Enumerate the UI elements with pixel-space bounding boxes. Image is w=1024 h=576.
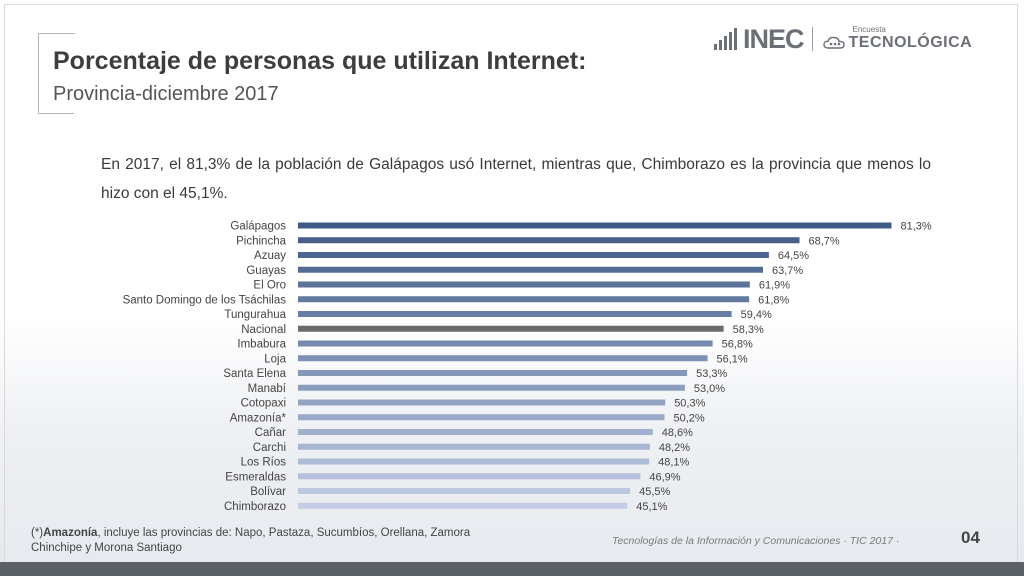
- bar: [298, 458, 650, 465]
- bar: [298, 429, 653, 435]
- category-label: Santa Elena: [223, 368, 286, 380]
- bar: [298, 414, 665, 421]
- value-label: 58,3%: [733, 324, 764, 336]
- encuesta-logo: Encuesta TECNOLÓGICA: [822, 25, 973, 52]
- bar: [298, 266, 764, 273]
- bar: [298, 473, 641, 480]
- value-label: 45,5%: [639, 486, 670, 498]
- bar: [298, 252, 769, 258]
- value-label: 50,3%: [674, 398, 705, 410]
- bar: [298, 281, 750, 288]
- bar: [298, 237, 800, 244]
- bar: [298, 325, 724, 332]
- value-label: 48,1%: [658, 457, 689, 469]
- category-label: Santo Domingo de los Tsáchilas: [123, 294, 287, 306]
- tecnologica-text: TECNOLÓGICA: [848, 34, 973, 51]
- value-label: 48,6%: [662, 427, 693, 439]
- category-label: Carchi: [253, 442, 286, 454]
- page-number: 04: [961, 528, 980, 547]
- value-label: 61,9%: [759, 280, 790, 292]
- cloud-icon: [822, 36, 845, 49]
- encuesta-text: Encuesta: [852, 25, 886, 34]
- category-label: Pichincha: [236, 235, 286, 247]
- bar: [298, 222, 892, 229]
- bar: [298, 443, 650, 450]
- value-label: 48,2%: [659, 442, 690, 454]
- category-label: Guayas: [246, 265, 286, 277]
- footnote-bold: Amazonía: [43, 527, 98, 539]
- footnote: (*)Amazonía, incluye las provincias de: …: [31, 526, 501, 556]
- bar: [298, 311, 732, 317]
- category-label: Nacional: [241, 324, 286, 336]
- category-label: Galápagos: [230, 221, 286, 233]
- bar: [298, 370, 688, 376]
- category-label: Azuay: [254, 250, 286, 262]
- category-label: Loja: [264, 353, 286, 365]
- category-label: Los Ríos: [241, 457, 287, 469]
- page-subtitle: Provincia-diciembre 2017: [53, 83, 279, 105]
- title-bracket: [38, 33, 75, 114]
- value-label: 64,5%: [778, 250, 809, 262]
- footnote-prefix: (*): [31, 527, 44, 539]
- bar: [298, 399, 666, 406]
- bar: [298, 502, 628, 509]
- category-label: Cotopaxi: [241, 398, 286, 410]
- category-label: Tungurahua: [224, 309, 286, 321]
- footer-text: Tecnologías de la Información y Comunica…: [612, 535, 900, 547]
- page-title: Porcentaje de personas que utilizan Inte…: [53, 47, 587, 75]
- inec-logo-text: INEC: [743, 23, 805, 54]
- value-label: 53,0%: [694, 383, 725, 395]
- bar: [298, 355, 708, 362]
- value-label: 68,7%: [809, 235, 840, 247]
- bar: [298, 384, 685, 391]
- category-label: Bolívar: [250, 486, 286, 498]
- bar: [298, 340, 713, 347]
- value-label: 63,7%: [772, 265, 803, 277]
- category-label: Esmeraldas: [225, 471, 286, 483]
- value-label: 56,1%: [717, 353, 748, 365]
- value-label: 56,8%: [722, 339, 753, 351]
- value-label: 53,3%: [696, 368, 727, 380]
- category-label: Chimborazo: [224, 501, 286, 513]
- footnote-rest: , incluye las provincias de: Napo, Pasta…: [31, 527, 471, 554]
- category-label: Amazonía*: [230, 412, 287, 424]
- category-label: Manabí: [248, 383, 287, 395]
- value-label: 46,9%: [649, 471, 680, 483]
- value-label: 81,3%: [900, 221, 931, 233]
- bar: [298, 488, 631, 494]
- category-label: Imbabura: [237, 339, 286, 351]
- inec-bars-icon: [714, 28, 737, 50]
- category-label: Cañar: [255, 427, 286, 439]
- value-label: 59,4%: [741, 309, 772, 321]
- category-label: El Oro: [253, 280, 286, 292]
- logo-separator: [811, 27, 813, 51]
- value-label: 61,8%: [758, 294, 789, 306]
- inec-logo: INEC Encuesta TECNOLÓGICA: [714, 22, 972, 56]
- bar: [298, 296, 750, 303]
- value-label: 45,1%: [636, 501, 667, 513]
- value-label: 50,2%: [673, 412, 704, 424]
- intro-text: En 2017, el 81,3% de la población de Gal…: [101, 156, 931, 202]
- bottom-bar: [0, 562, 1024, 576]
- bar-chart: Galápagos 81,3% Pichincha 68,7% Azuay 64,5% Gu…: [123, 221, 932, 513]
